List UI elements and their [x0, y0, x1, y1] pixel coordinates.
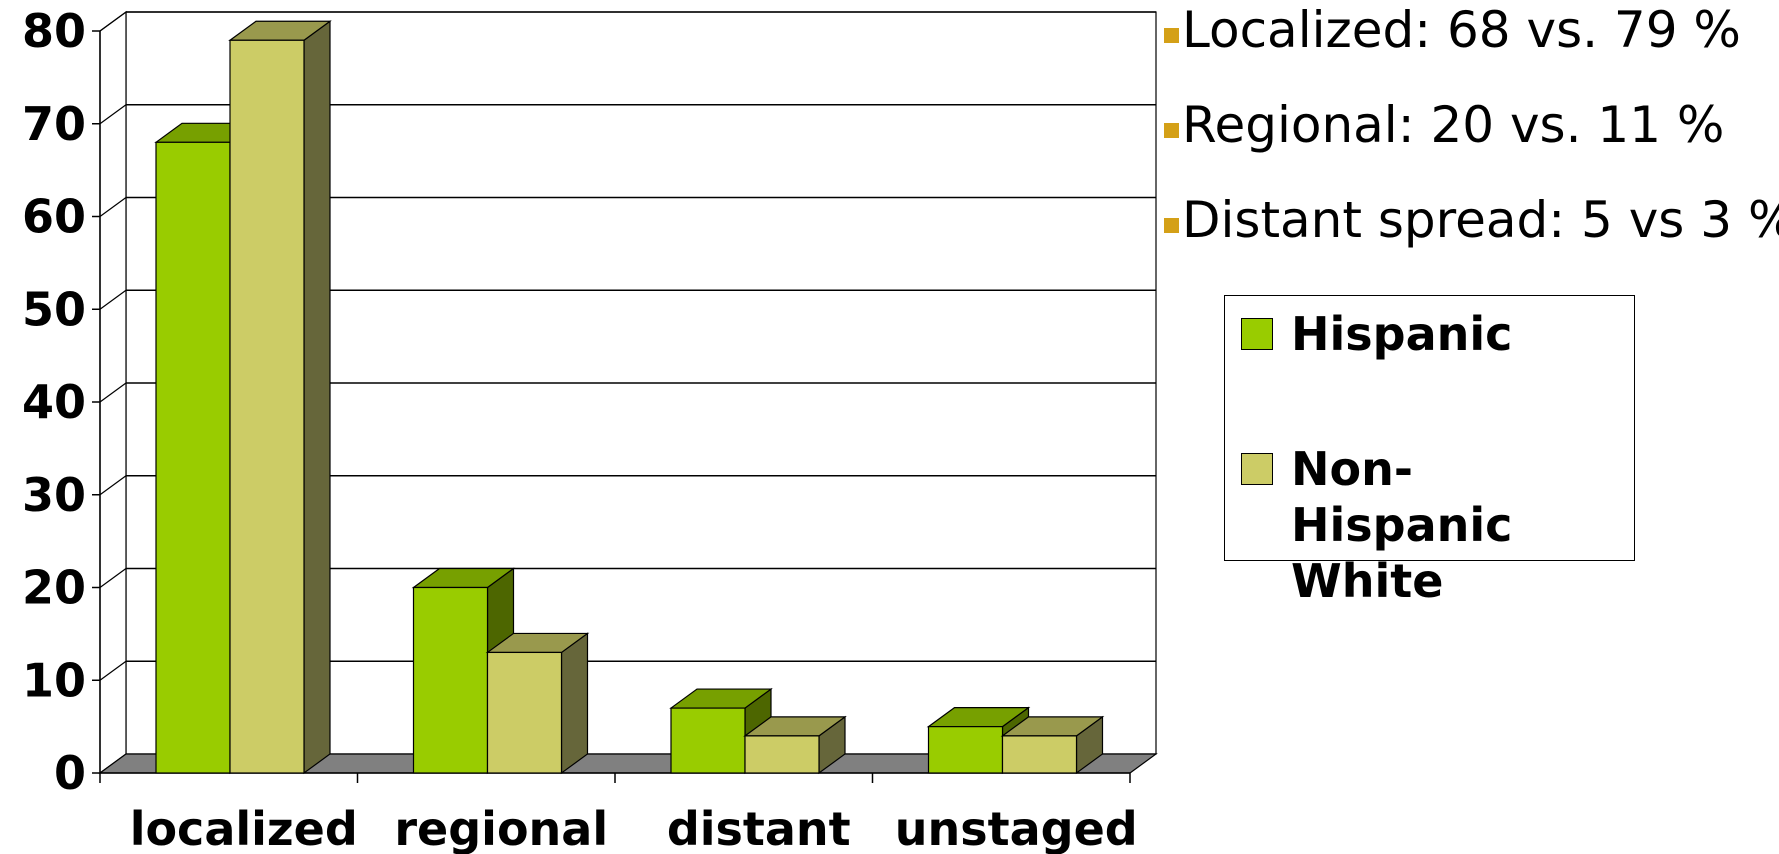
- gridline-side: [99, 568, 127, 588]
- y-tick-label: 40: [22, 375, 86, 429]
- bar-front: [486, 651, 563, 774]
- bar-front: [670, 707, 746, 774]
- bar-front: [927, 726, 1004, 774]
- legend-label: Hispanic: [1291, 307, 1513, 361]
- gridline-side: [99, 104, 127, 125]
- bar-front: [229, 39, 305, 774]
- legend-item-hispanic: Hispanic: [1241, 306, 1512, 362]
- bar-front: [412, 586, 489, 774]
- legend-item-non-hispanic-white: Non-Hispanic White: [1241, 441, 1621, 609]
- bar-regional-non-hispanic-white: [485, 632, 590, 775]
- chart-legend: Hispanic Non-Hispanic White: [1224, 295, 1635, 608]
- bullet-text: Distant spread: 5 vs 3 %: [1182, 191, 1779, 249]
- y-tick-label: 50: [22, 282, 86, 336]
- bar-front: [1001, 735, 1078, 774]
- x-tick-label: distant: [667, 802, 851, 854]
- bullet-text: Regional: 20 vs. 11 %: [1182, 96, 1725, 154]
- gridline-side: [99, 660, 127, 681]
- gridline-side: [99, 382, 127, 403]
- y-tick-label: 70: [22, 97, 86, 151]
- gridline-side: [99, 289, 127, 310]
- bullet-item: Distant spread: 5 vs 3 %: [1164, 190, 1779, 250]
- bullet-item: Regional: 20 vs. 11 %: [1164, 95, 1724, 155]
- x-tick-label: unstaged: [895, 802, 1138, 854]
- bar-localized-non-hispanic-white: [228, 20, 332, 775]
- bullet-item: Localized: 68 vs. 79 %: [1164, 0, 1741, 60]
- y-tick-label: 0: [54, 746, 86, 800]
- y-tick-label: 60: [22, 190, 86, 244]
- x-tick-label: regional: [394, 802, 608, 854]
- bullet-marker-icon: [1164, 28, 1179, 43]
- y-tick-label: 20: [22, 561, 86, 615]
- gridline-side: [99, 475, 127, 496]
- bar-distant-non-hispanic-white: [743, 715, 847, 775]
- legend-swatch-hispanic: [1241, 318, 1273, 350]
- y-tick-label: 30: [22, 468, 86, 522]
- bullet-marker-icon: [1164, 218, 1179, 233]
- bar-front: [155, 141, 231, 774]
- bar-unstaged-non-hispanic-white: [1000, 715, 1105, 775]
- bar-front: [744, 735, 820, 774]
- y-tick-label: 10: [22, 653, 86, 707]
- x-tick-label: localized: [130, 802, 358, 854]
- bullet-text: Localized: 68 vs. 79 %: [1182, 1, 1741, 59]
- gridline-side: [99, 11, 127, 32]
- bullet-marker-icon: [1164, 123, 1179, 138]
- bar-side: [560, 632, 589, 775]
- legend-label: Non-Hispanic White: [1291, 442, 1513, 608]
- legend-swatch-non-hispanic-white: [1241, 453, 1273, 485]
- bar-side: [303, 20, 331, 775]
- y-tick-label: 80: [22, 4, 86, 58]
- gridline-side: [99, 197, 127, 217]
